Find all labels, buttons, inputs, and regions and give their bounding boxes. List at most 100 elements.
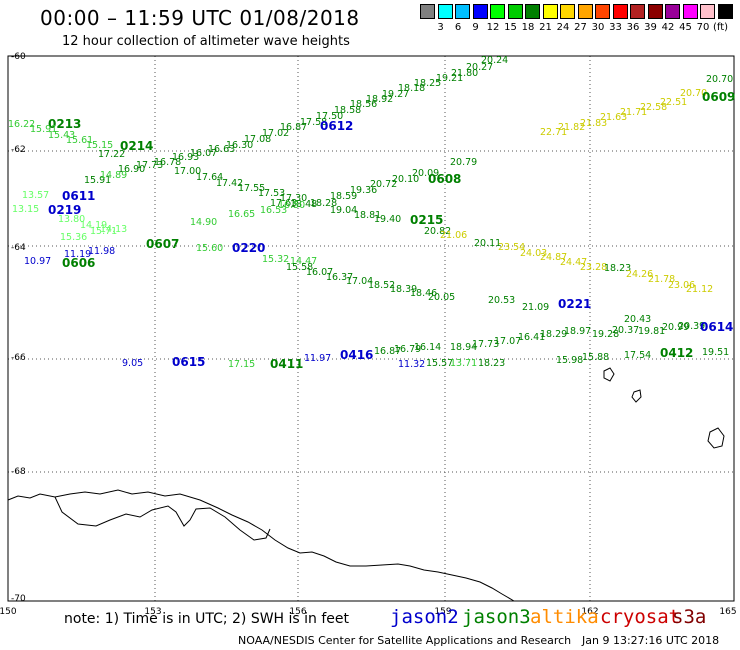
wave-height-label: 15.61: [66, 135, 93, 146]
island-1: [603, 367, 615, 382]
wave-height-label: 20.10: [392, 174, 419, 185]
colorbar-label: 24: [556, 22, 570, 33]
generated-timestamp: Jan 9 13:27:16 UTC 2018: [582, 634, 720, 647]
colorbar-swatch: [682, 4, 698, 19]
wave-height-label: 18.46: [410, 288, 437, 299]
wave-height-label: 17.64: [196, 172, 223, 183]
wave-height-label: 21.80: [451, 68, 478, 79]
wave-height-label: 11.19: [64, 249, 91, 260]
wave-height-label: 21.83: [580, 118, 607, 129]
wave-height-label: 16.14: [414, 342, 441, 353]
wave-height-label: 15.32: [262, 254, 289, 265]
wave-height-label: 16.07: [306, 267, 333, 278]
wave-height-label: 15.71: [90, 226, 117, 237]
latitude-label: -68: [11, 467, 26, 477]
wave-height-label: 21.06: [440, 230, 467, 241]
wave-height-label: 20.27: [466, 62, 493, 73]
wave-height-colorbar: 3 6 9 12 15 18 21 24 27 30 33 36 39 42 45 70 (ft): [420, 4, 735, 34]
wave-height-label: 9.05: [122, 358, 143, 369]
pass-time-label: 0606: [62, 256, 95, 270]
wave-height-label: 15.15: [86, 140, 113, 151]
wave-height-label: 18.58: [334, 105, 361, 116]
pass-time-label: 0615: [172, 355, 205, 369]
legend-s3a: s3a: [672, 606, 707, 628]
colorbar-label: 27: [574, 22, 587, 33]
pass-time-label: 0416: [340, 348, 373, 362]
wave-height-label: 17.73: [472, 339, 499, 350]
colorbar-label: (ft): [712, 22, 729, 33]
wave-height-label: 17.08: [244, 134, 271, 145]
wave-height-label: 17.15: [228, 359, 255, 370]
colorbar-swatch: [577, 4, 593, 19]
legend-cryosat: cryosat: [600, 606, 681, 628]
wave-height-label: 18.59: [330, 191, 357, 202]
wave-height-label: 18.39: [390, 284, 417, 295]
wave-height-label: 15.43: [48, 130, 75, 141]
wave-height-label: 20.72: [370, 179, 397, 190]
wave-height-label: 20.11: [474, 238, 501, 249]
wave-height-label: 17.00: [174, 166, 201, 177]
latitude-label: -66: [11, 353, 26, 363]
wave-height-label: 15.91: [84, 175, 111, 186]
longitude-label: 159: [434, 607, 451, 617]
wave-height-label: 13.57: [22, 190, 49, 201]
wave-height-label: 16.30: [226, 140, 253, 151]
wave-height-label: 15.36: [60, 232, 87, 243]
island-3: [707, 427, 725, 449]
legend-altika: altika: [530, 606, 599, 628]
colorbar-swatch: [455, 4, 470, 19]
wave-height-label: 18.28: [310, 198, 337, 209]
wave-height-label: 19.28: [592, 329, 619, 340]
wave-height-label: 22.58: [640, 102, 667, 113]
wave-height-label: 21.12: [686, 284, 713, 295]
wave-height-label: 17.54: [624, 350, 651, 361]
pass-time-label: 0412: [660, 346, 693, 360]
wave-height-label: 23.06: [668, 280, 695, 291]
wave-height-label: 18.52: [368, 280, 395, 291]
wave-height-label: 13.15: [12, 204, 39, 215]
wave-height-label: 20.53: [488, 295, 515, 306]
wave-height-label: 17.07: [494, 336, 521, 347]
credit-line: NOAA/NESDIS Center for Satellite Applica…: [238, 634, 572, 647]
colorbar-swatch: [560, 4, 575, 19]
colorbar-label: 45: [679, 22, 692, 33]
wave-height-label: 17.42: [216, 178, 243, 189]
wave-height-label: 24.03: [520, 248, 547, 259]
pass-time-label: 0608: [428, 172, 461, 186]
wave-height-label: 20.79: [450, 157, 477, 168]
wave-height-label: 19.40: [374, 214, 401, 225]
wave-height-label: 15.60: [196, 243, 223, 254]
wave-height-label: 24.87: [540, 252, 567, 263]
latitude-label: -70: [11, 594, 26, 604]
wave-height-label: 20.70: [706, 74, 733, 85]
colorbar-swatch: [647, 4, 663, 19]
wave-height-label: 17.55: [238, 183, 265, 194]
coastline-bay: [54, 496, 271, 541]
wave-height-label: 18.97: [564, 326, 591, 337]
wave-height-label: 17.22: [98, 149, 125, 160]
colorbar-swatch: [595, 4, 610, 19]
colorbar-swatch: [700, 4, 715, 19]
wave-height-label: 13.71: [450, 358, 477, 369]
wave-height-label: 14.89: [100, 170, 127, 181]
wave-height-label: 16.37: [326, 272, 353, 283]
pass-time-label: 0215: [410, 213, 443, 227]
colorbar-swatch: [507, 4, 523, 19]
wave-height-label: 24.47: [560, 257, 587, 268]
wave-height-label: 23.54: [498, 242, 525, 253]
colorbar-label: 21: [539, 22, 552, 33]
wave-height-label: 17.50: [316, 111, 343, 122]
wave-height-label: 11.98: [88, 246, 115, 257]
footer-note: note: 1) Time is in UTC; 2) SWH is in fe…: [64, 611, 350, 627]
pass-time-label: 0221: [558, 297, 591, 311]
colorbar-label: 9: [472, 22, 479, 33]
island-2: [631, 389, 642, 403]
wave-height-label: 21.63: [600, 112, 627, 123]
wave-height-label: 21.71: [620, 107, 647, 118]
wave-height-label: 23.28: [580, 262, 607, 273]
pass-time-label: 0214: [120, 139, 153, 153]
colorbar-swatch: [490, 4, 505, 19]
graticule: [8, 56, 734, 601]
wave-height-label: 21.78: [648, 274, 675, 285]
wave-height-label: 20.70: [680, 88, 707, 99]
